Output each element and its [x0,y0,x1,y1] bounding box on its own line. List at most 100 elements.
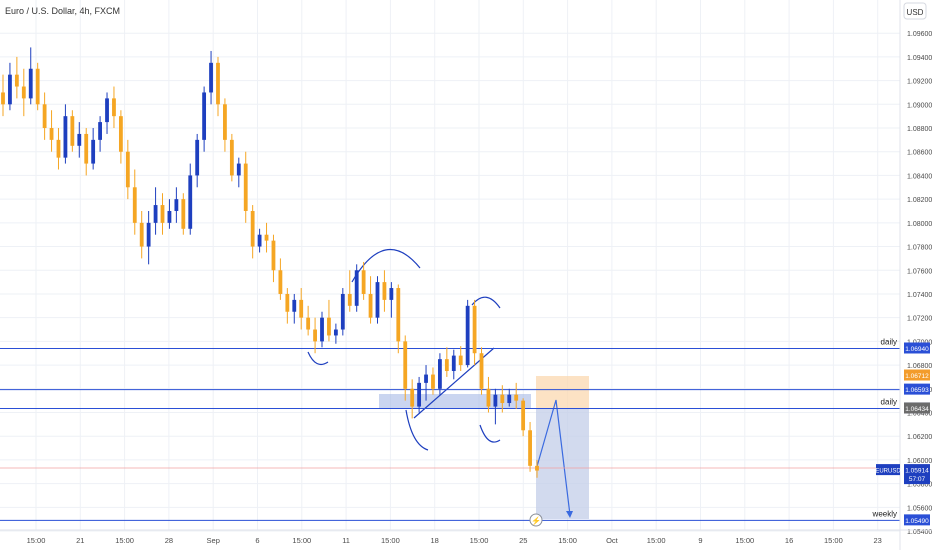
candle-body [535,465,539,471]
projection-arrow-head [566,511,573,518]
candle-body [285,293,290,312]
y-tick-label: 1.05600 [907,505,932,512]
drawings-layer [307,248,589,519]
candle-body [424,374,428,383]
candle-body [514,394,519,401]
head-arc[interactable] [351,248,421,283]
projection-path[interactable] [535,399,571,516]
x-tick-label: 15:00 [558,536,577,545]
candle-body [292,299,297,312]
candle-body [63,116,68,158]
candle-body [236,163,241,176]
current-price-tag [904,464,930,485]
currency-button-label: USD [907,8,924,17]
current-price-label: 1.05914 [905,468,929,475]
candle-body [521,400,526,431]
price-tag-label: 1.05490 [905,518,929,525]
y-tick-label: 1.07600 [907,268,932,275]
x-tick-label: 18 [431,536,439,545]
candle-body [354,270,359,306]
candle-body [486,388,491,407]
y-tick-label: 1.08000 [907,221,932,228]
candle-body [528,430,532,466]
candle-body [243,163,248,211]
candle-body [118,116,123,152]
candle-body [389,288,394,300]
x-tick-label: 6 [255,536,259,545]
candle-body [438,359,442,389]
symbol-badge [876,464,900,476]
lightning-glyph: ⚡ [531,516,541,526]
currency-button[interactable] [903,2,927,20]
level-label: daily [881,397,897,406]
candle-body [105,98,109,123]
candle-body [507,394,512,404]
candle-body [382,282,387,300]
candle-body [368,293,373,318]
candle-body [306,317,311,330]
candle-body [320,317,324,342]
candle-body [209,62,213,93]
support-zone[interactable] [379,394,531,408]
x-tick-label: 23 [874,536,882,545]
y-tick-label: 1.06800 [907,363,932,370]
candle-body [299,299,304,318]
candle-body [1,92,5,105]
candle-body [125,151,130,188]
candle-body [202,92,207,140]
bottom-arc-left[interactable] [405,409,429,451]
price-tags: 1.069401.067121.065931.064341.064341.054… [875,342,930,526]
y-tick-label: 1.09600 [907,31,932,38]
countdown-label: 57:07 [909,476,926,483]
candle-body [361,270,366,294]
y-tick-label: 1.06400 [907,411,932,418]
candle-body [70,116,75,146]
shoulder-arc-left[interactable] [307,351,329,365]
x-tick-label: Sep [207,536,220,545]
candle-body [77,133,82,146]
candles [1,47,539,478]
x-tick-label: 25 [519,536,527,545]
bottom-arc-right[interactable] [479,424,501,443]
candle-body [160,205,165,223]
grid [0,0,900,532]
candle-body [444,359,449,372]
candle-body [271,240,276,271]
lightning-icon[interactable] [529,513,543,527]
candle-body [146,222,151,247]
candle-body [139,222,144,247]
candle-body [313,329,317,342]
candle-body [188,175,193,229]
y-tick-label: 1.08200 [907,197,932,204]
y-tick-label: 1.05800 [907,482,932,489]
candle-body [250,210,255,247]
symbol-title: Euro / U.S. Dollar, 4h, FXCM [5,6,120,16]
candle-body [8,74,12,105]
candle-body [375,282,380,318]
candle-body [403,341,408,389]
x-tick-label: 15:00 [115,536,134,545]
price-tag-label: 1.06593 [905,387,929,394]
candle-body [181,199,186,229]
position-stop-zone[interactable] [536,376,589,408]
y-tick-label: 1.07200 [907,316,932,323]
y-tick-label: 1.09000 [907,102,932,109]
price-tag [904,383,930,395]
candle-body [333,329,338,336]
candle-body [174,199,179,211]
candle-body [431,374,435,389]
price-tag [904,369,930,381]
candle-body [493,394,498,407]
candle-body [257,234,262,247]
x-tick-label: 15:00 [292,536,311,545]
x-tick-label: 16 [785,536,793,545]
candle-body [465,305,470,366]
candle-body [98,122,102,140]
candle-body [56,139,61,158]
candle-body [278,270,283,294]
candle-body [229,139,234,176]
position-target-zone[interactable] [536,408,589,519]
x-tick-label: 21 [76,536,84,545]
